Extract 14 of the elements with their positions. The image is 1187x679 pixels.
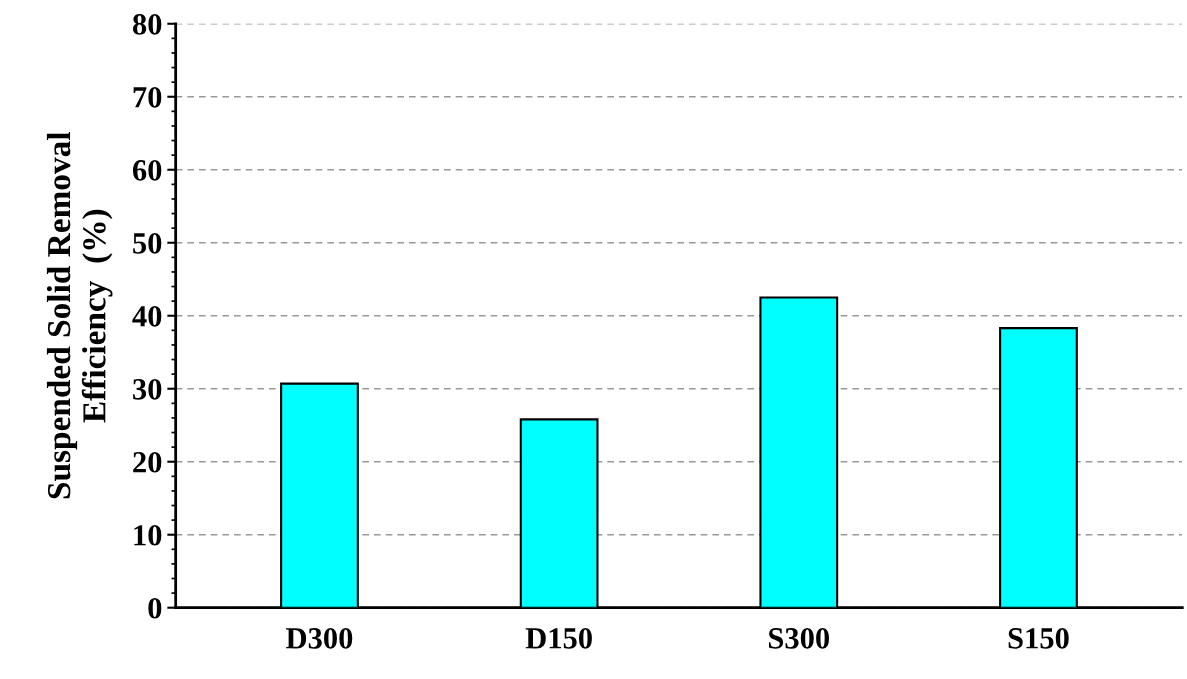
x-tick-label: D150: [525, 628, 592, 649]
x-tick-label: S300: [769, 628, 830, 649]
y-tick-label: 50: [133, 233, 162, 254]
y-tick-label: 60: [132, 160, 162, 181]
y-tick-label: 10: [134, 524, 162, 546]
y-tick-label: 40: [132, 306, 162, 327]
y-tick-label: 80: [132, 14, 162, 35]
y-axis-title: Suspended Solid Removal Efficiency (%): [46, 131, 113, 499]
y-tick-label: 20: [133, 452, 162, 473]
x-tick-label: D300: [286, 628, 353, 649]
y-tick-label: 0: [148, 597, 162, 619]
y-tick-label: 70: [133, 87, 162, 108]
x-tick-label: S150: [1008, 628, 1069, 649]
y-tick-label: 30: [133, 379, 162, 400]
